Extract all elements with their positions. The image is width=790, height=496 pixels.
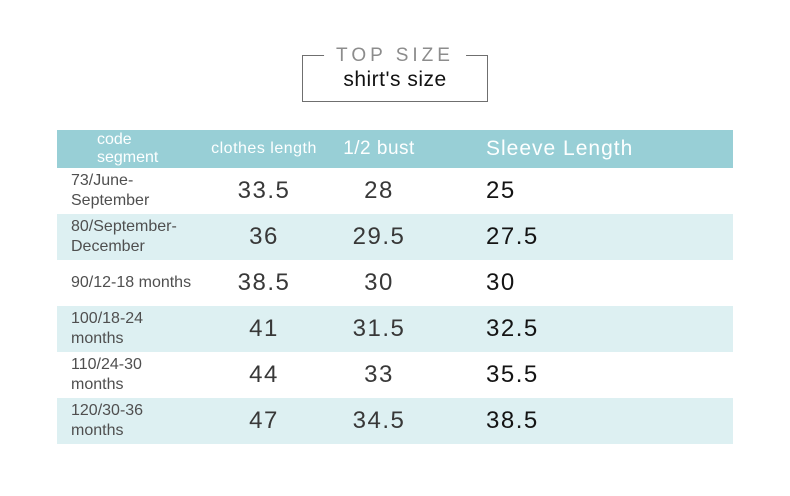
table-row: 73/June-September 33.5 28 25 (57, 168, 733, 214)
title-box: TOP SIZE shirt's size (302, 44, 488, 102)
half-bust-value: 30 (364, 269, 394, 296)
size-chart-table: code segment clothes length 1/2 bust Sle… (57, 130, 733, 444)
half-bust-value: 33 (364, 361, 394, 388)
clothes-length-value: 38.5 (237, 269, 291, 296)
clothes-length-value: 36 (249, 223, 279, 250)
table-row: 100/18-24 months 41 31.5 32.5 (57, 306, 733, 352)
sleeve-length-value: 30 (486, 269, 516, 296)
column-header-code-segment: code segment (97, 131, 159, 166)
top-size-eyebrow-label: TOP SIZE (324, 44, 466, 67)
size-code-label: 80/September-December (71, 218, 177, 255)
clothes-length-value: 33.5 (237, 177, 291, 204)
sleeve-length-value: 32.5 (486, 315, 539, 342)
size-code-label: 120/30-36 months (71, 402, 144, 439)
table-row: 120/30-36 months 47 34.5 38.5 (57, 398, 733, 444)
table-row: 90/12-18 months 38.5 30 30 (57, 260, 733, 306)
sleeve-length-value: 38.5 (486, 407, 539, 434)
column-header-sleeve-length: Sleeve Length (486, 137, 634, 160)
column-header-clothes-length: clothes length (211, 140, 317, 157)
clothes-length-value: 44 (249, 361, 279, 388)
half-bust-value: 34.5 (352, 407, 406, 434)
size-code-label: 73/June-September (71, 172, 150, 209)
table-row: 110/24-30 months 44 33 35.5 (57, 352, 733, 398)
half-bust-value: 31.5 (352, 315, 406, 342)
half-bust-value: 28 (364, 177, 394, 204)
clothes-length-value: 41 (249, 315, 279, 342)
size-code-label: 110/24-30 months (71, 356, 142, 393)
table-header-row: code segment clothes length 1/2 bust Sle… (57, 130, 733, 168)
clothes-length-value: 47 (249, 407, 279, 434)
sleeve-length-value: 27.5 (486, 223, 539, 250)
table-row: 80/September-December 36 29.5 27.5 (57, 214, 733, 260)
size-code-label: 100/18-24 months (71, 310, 144, 347)
half-bust-value: 29.5 (352, 223, 406, 250)
column-header-half-bust: 1/2 bust (343, 138, 415, 159)
page-title: shirt's size (343, 68, 447, 91)
sleeve-length-value: 25 (486, 177, 516, 204)
sleeve-length-value: 35.5 (486, 361, 539, 388)
size-code-label: 90/12-18 months (71, 274, 192, 291)
